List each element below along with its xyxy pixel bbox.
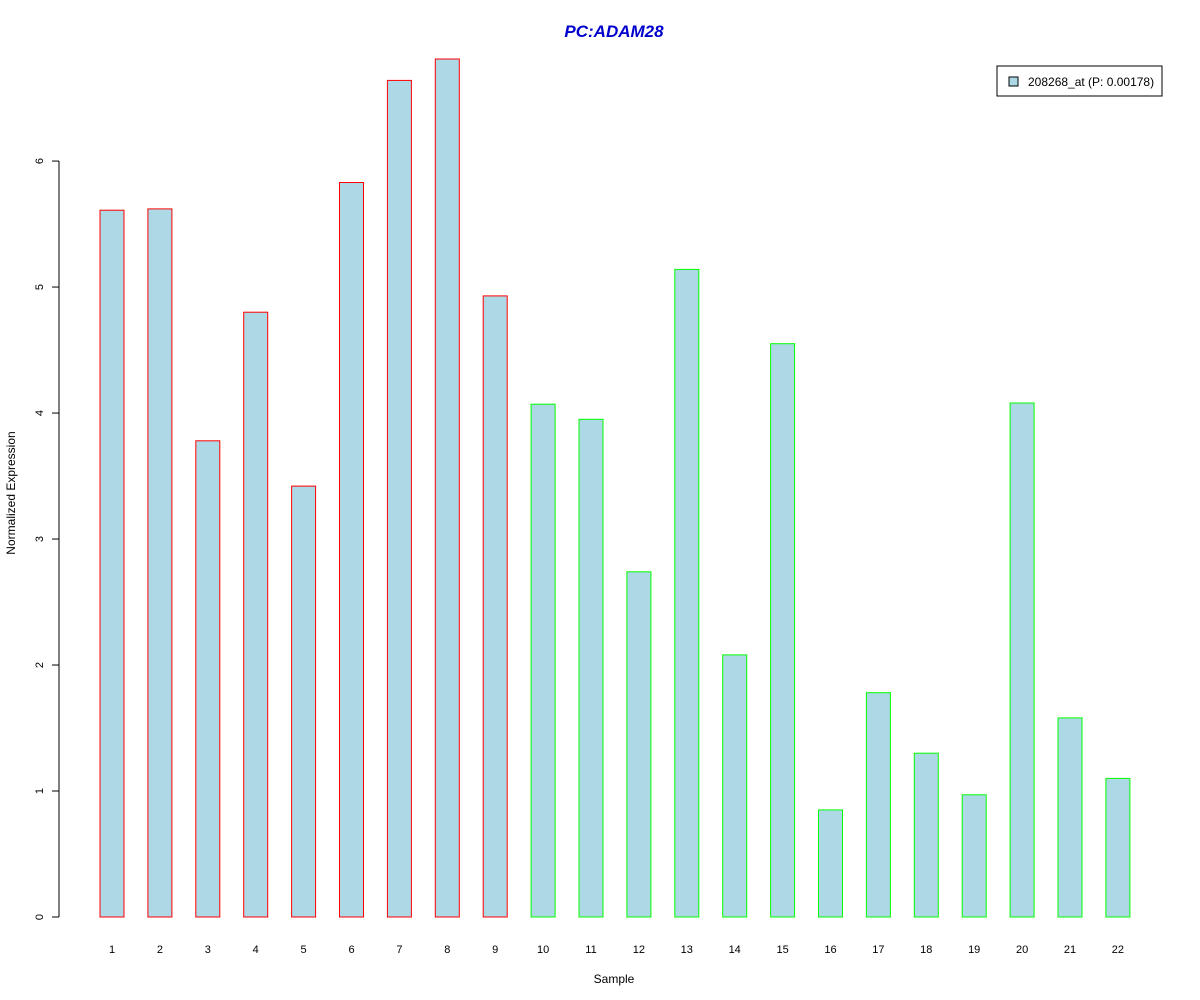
x-tick-label: 8 [444,944,450,956]
bar-sample-10 [530,403,556,918]
bar-sample-8 [434,58,460,918]
bar-sample-14 [722,654,748,918]
x-tick-label: 9 [492,944,498,956]
x-axis-label: Sample [594,972,635,986]
bars [99,58,1131,918]
bar-sample-5 [291,485,317,918]
legend: 208268_at (P: 0.00178) [996,65,1163,97]
x-tick-label: 2 [157,944,163,956]
x-tick-label: 5 [301,944,307,956]
bar-sample-12 [626,571,652,918]
bar-sample-3 [195,440,221,918]
bar-sample-4 [243,311,269,918]
x-tick-label: 19 [968,944,980,956]
bar-sample-11 [578,418,604,918]
x-tick-label: 3 [205,944,211,956]
y-tick-label: 2 [34,662,46,668]
x-tick-label: 13 [681,944,693,956]
bar-sample-17 [865,692,891,918]
x-tick-label: 21 [1064,944,1076,956]
bar-sample-7 [386,79,412,918]
y-tick-label: 6 [34,158,46,164]
y-tick-label: 0 [34,914,46,920]
y-axis: 0 1 2 3 4 5 6 [34,158,60,920]
x-tick-label: 17 [872,944,884,956]
x-tick-label: 1 [109,944,115,956]
x-tick-label: 10 [537,944,549,956]
x-tick-label: 16 [824,944,836,956]
x-tick-labels: 1 2 3 4 5 6 7 8 9 10 11 12 13 14 15 16 17 18 19 20 21 22 [109,944,1124,956]
bar-sample-22 [1105,777,1131,918]
x-tick-label: 11 [585,944,596,956]
bar-sample-21 [1057,717,1083,918]
x-tick-label: 7 [396,944,402,956]
legend-swatch [1008,76,1019,87]
x-tick-label: 12 [633,944,645,956]
bar-sample-6 [339,182,364,918]
x-tick-label: 4 [253,944,259,956]
x-tick-label: 15 [776,944,788,956]
y-tick-label: 4 [34,410,46,416]
bar-sample-13 [674,268,700,918]
y-axis-label: Normalized Expression [4,431,18,554]
x-tick-label: 14 [729,944,741,956]
bar-sample-15 [770,343,796,918]
y-tick-label: 1 [34,788,46,794]
bar-sample-16 [818,809,843,918]
bar-sample-9 [482,295,508,918]
bar-sample-20 [1009,402,1035,918]
x-tick-label: 6 [348,944,354,956]
x-tick-label: 18 [920,944,932,956]
x-tick-label: 20 [1016,944,1028,956]
bar-sample-1 [99,209,125,918]
x-tick-label: 22 [1112,944,1124,956]
y-tick-label: 5 [34,284,46,290]
bar-sample-18 [913,752,939,918]
bar-sample-19 [961,794,987,918]
y-tick-label: 3 [34,536,46,542]
legend-box [996,65,1163,97]
bar-sample-2 [147,208,173,918]
chart-title: PC:ADAM28 [564,22,664,41]
legend-label: 208268_at (P: 0.00178) [1028,75,1154,89]
